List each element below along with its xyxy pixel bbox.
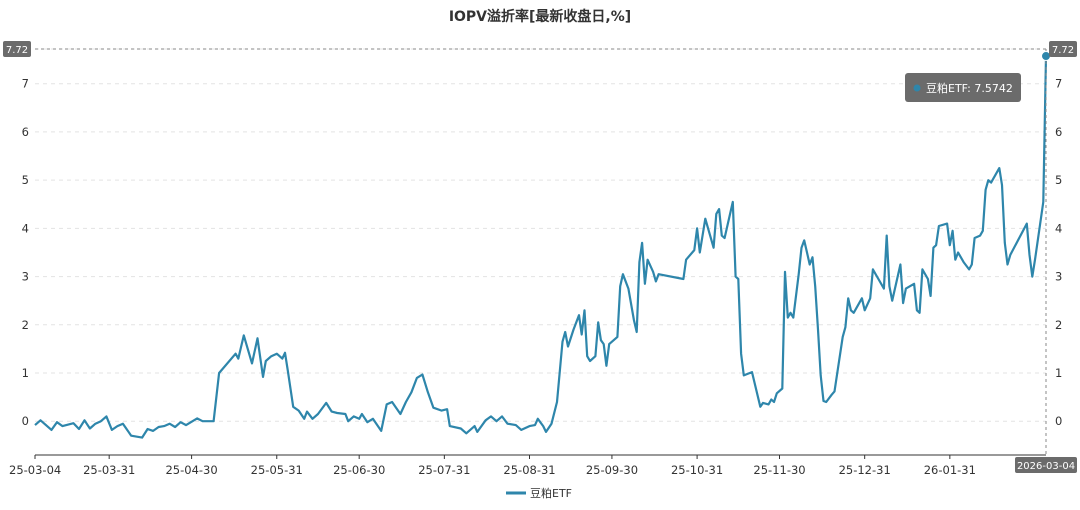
x-tick-label: 26-01-31 xyxy=(924,463,976,477)
y-tick-label-left: 4 xyxy=(22,221,29,235)
y-max-label-box-right xyxy=(1049,41,1077,57)
y-tick-label-right: 7 xyxy=(1055,77,1062,91)
tooltip-marker xyxy=(913,84,921,92)
x-tick-label: 25-08-31 xyxy=(503,463,555,477)
x-tick-label: 25-11-30 xyxy=(753,463,805,477)
y-tick-label-right: 2 xyxy=(1055,318,1062,332)
x-tick-label: 25-04-30 xyxy=(165,463,217,477)
x-tick-label: 25-09-30 xyxy=(586,463,638,477)
tooltip-text: 豆粕ETF: 7.5742 xyxy=(926,81,1013,95)
y-tick-label-right: 1 xyxy=(1055,366,1062,380)
chart-title: IOPV溢折率[最新收盘日,%] xyxy=(449,8,631,25)
x-end-label: 2026-03-04 xyxy=(1017,461,1075,472)
y-tick-label-left: 1 xyxy=(22,366,29,380)
legend-label: 豆粕ETF xyxy=(530,486,572,500)
y-tick-label-left: 5 xyxy=(22,173,29,187)
x-tick-label: 25-03-31 xyxy=(83,463,135,477)
y-tick-label-right: 6 xyxy=(1055,125,1062,139)
y-max-label-box-left xyxy=(3,41,31,57)
y-max-label-right: 7.72 xyxy=(1052,45,1074,56)
x-tick-label: 25-03-04 xyxy=(9,463,61,477)
y-tick-label-left: 7 xyxy=(22,77,29,91)
y-tick-label-right: 4 xyxy=(1055,221,1062,235)
y-tick-label-left: 6 xyxy=(22,125,29,139)
y-tick-label-right: 0 xyxy=(1055,414,1062,428)
x-tick-label: 25-05-31 xyxy=(251,463,303,477)
y-max-label-left: 7.72 xyxy=(6,45,28,56)
series-line-douPo-etf xyxy=(34,55,1048,439)
x-tick-label: 25-10-31 xyxy=(671,463,723,477)
y-tick-label-right: 3 xyxy=(1055,270,1062,284)
x-tick-label: 25-12-31 xyxy=(839,463,891,477)
x-end-label-box xyxy=(1015,457,1077,473)
y-tick-label-left: 0 xyxy=(22,414,29,428)
tooltip-box xyxy=(905,73,1021,102)
y-tick-label-left: 2 xyxy=(22,318,29,332)
x-tick-label: 25-06-30 xyxy=(333,463,385,477)
x-tick-label: 25-07-31 xyxy=(418,463,470,477)
y-tick-label-right: 5 xyxy=(1055,173,1062,187)
y-tick-label-left: 3 xyxy=(22,270,29,284)
